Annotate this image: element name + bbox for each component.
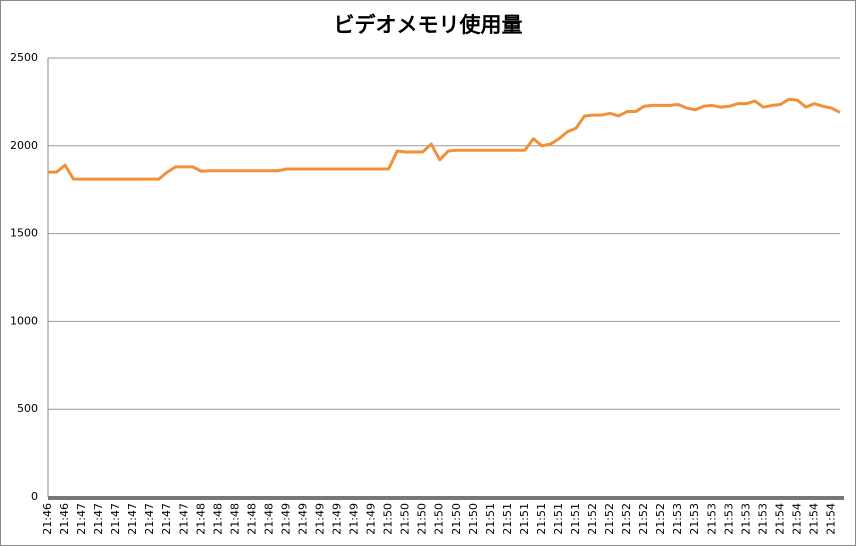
x-tick-label: 21:48 <box>245 503 258 535</box>
chart-title: ビデオメモリ使用量 <box>334 13 523 37</box>
x-tick-label: 21:52 <box>620 503 633 535</box>
x-tick-label: 21:48 <box>194 503 207 535</box>
x-tick-label: 21:52 <box>654 503 667 535</box>
x-tick-label: 21:53 <box>722 503 735 535</box>
x-tick-label: 21:54 <box>824 503 837 535</box>
x-tick-label: 21:49 <box>314 503 327 535</box>
x-tick-label: 21:53 <box>739 503 752 535</box>
y-tick-label: 1000 <box>10 314 38 327</box>
x-tick-label: 21:51 <box>569 503 582 535</box>
x-tick-label: 21:49 <box>296 503 309 535</box>
x-tick-label: 21:50 <box>467 503 480 535</box>
x-tick-label: 21:49 <box>365 503 378 535</box>
x-tick-label: 21:52 <box>586 503 599 535</box>
x-tick-label: 21:51 <box>518 503 531 535</box>
x-tick-label: 21:49 <box>348 503 361 535</box>
x-tick-label: 21:47 <box>75 503 88 535</box>
y-tick-label: 1500 <box>10 227 38 240</box>
x-tick-label: 21:48 <box>262 503 275 535</box>
x-tick-label: 21:53 <box>705 503 718 535</box>
x-tick-label: 21:51 <box>552 503 565 535</box>
x-tick-label: 21:46 <box>58 503 71 535</box>
x-tick-label: 21:46 <box>41 503 54 535</box>
y-tick-label: 2000 <box>10 139 38 152</box>
x-tick-label: 21:47 <box>109 503 122 535</box>
y-tick-label: 0 <box>31 490 38 503</box>
x-tick-label: 21:54 <box>807 503 820 535</box>
x-tick-label: 21:53 <box>756 503 769 535</box>
x-tick-label: 21:47 <box>160 503 173 535</box>
x-tick-label: 21:50 <box>450 503 463 535</box>
x-tick-label: 21:48 <box>211 503 224 535</box>
y-tick-label: 2500 <box>10 51 38 64</box>
x-tick-label: 21:47 <box>126 503 139 535</box>
x-tick-label: 21:52 <box>603 503 616 535</box>
y-tick-label: 500 <box>17 402 38 415</box>
x-tick-label: 21:47 <box>92 503 105 535</box>
x-tick-label: 21:49 <box>279 503 292 535</box>
x-tick-label: 21:47 <box>177 503 190 535</box>
line-series <box>48 97 841 181</box>
x-tick-label: 21:50 <box>399 503 412 535</box>
x-tick-label: 21:52 <box>637 503 650 535</box>
x-tick-label: 21:53 <box>688 503 701 535</box>
x-tick-label: 21:51 <box>484 503 497 535</box>
x-tick-label: 21:50 <box>382 503 395 535</box>
x-tick-label: 21:51 <box>501 503 514 535</box>
x-tick-label: 21:50 <box>433 503 446 535</box>
x-tick-label: 21:49 <box>331 503 344 535</box>
x-tick-label: 21:54 <box>773 503 786 535</box>
x-tick-label: 21:50 <box>416 503 429 535</box>
x-tick-label: 21:51 <box>535 503 548 535</box>
x-tick-label: 21:47 <box>143 503 156 535</box>
x-tick-label: 21:54 <box>790 503 803 535</box>
x-tick-label: 21:53 <box>671 503 684 535</box>
x-tick-label: 21:48 <box>228 503 241 535</box>
